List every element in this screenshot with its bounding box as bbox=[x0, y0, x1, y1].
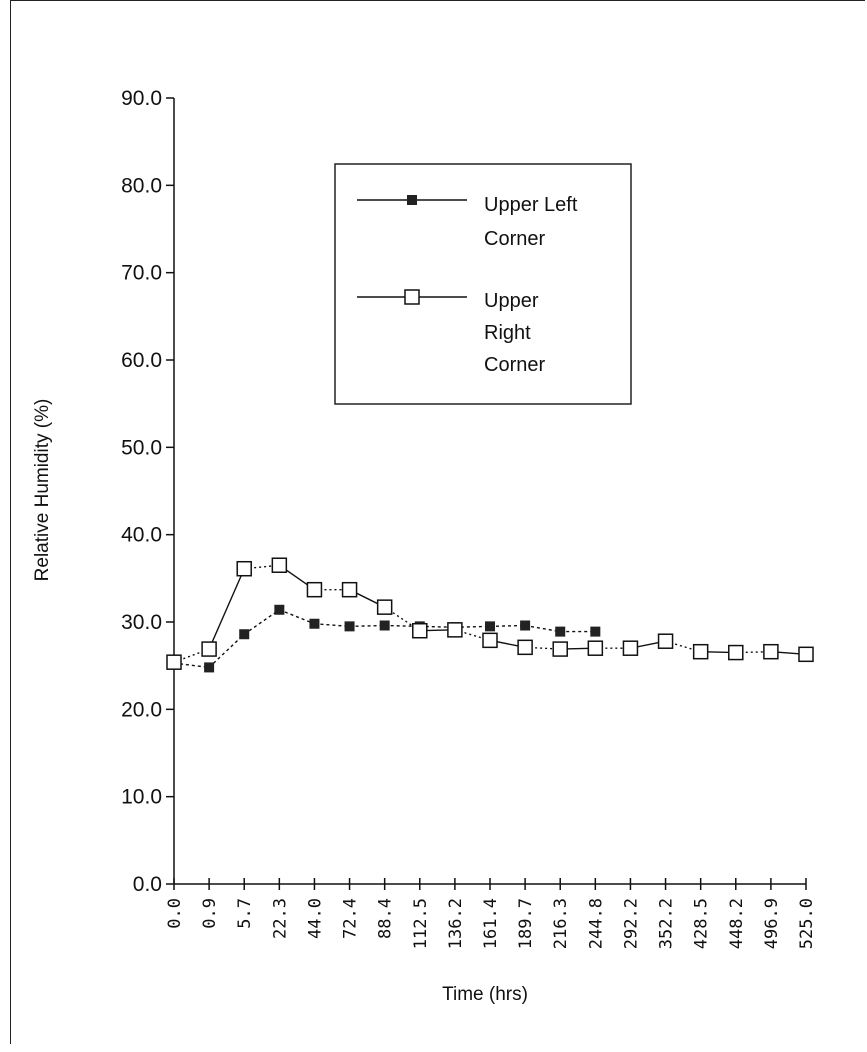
data-point bbox=[552, 641, 568, 657]
data-point bbox=[485, 621, 495, 632]
series-layer bbox=[166, 557, 814, 673]
data-point bbox=[798, 646, 814, 663]
x-tick-label: 496.9 bbox=[762, 898, 782, 949]
x-tick-label: 22.3 bbox=[270, 898, 290, 939]
legend: Upper Left Corner Upper Right Corner bbox=[334, 163, 632, 405]
x-tick-label: 244.8 bbox=[586, 898, 606, 949]
data-point bbox=[166, 654, 182, 670]
x-tick-label: 5.7 bbox=[235, 898, 255, 929]
legend-label-upper-left-line2: Corner bbox=[484, 228, 545, 250]
data-point bbox=[344, 621, 355, 632]
x-tick-label: 428.5 bbox=[692, 898, 712, 949]
series-segment bbox=[208, 633, 245, 668]
series-upper-right bbox=[166, 557, 814, 670]
data-point bbox=[657, 633, 674, 649]
y-axis-title: Relative Humidity (%) bbox=[32, 399, 53, 582]
data-point bbox=[517, 639, 533, 656]
y-tick-label: 60.0 bbox=[121, 349, 162, 372]
y-tick-label: 90.0 bbox=[121, 87, 162, 110]
data-point bbox=[341, 581, 358, 598]
data-point bbox=[590, 626, 601, 637]
x-tick-label: 448.2 bbox=[727, 898, 747, 949]
x-tick-label: 112.5 bbox=[411, 898, 431, 949]
data-point bbox=[271, 557, 288, 573]
x-tick-label: 88.4 bbox=[376, 898, 396, 939]
x-tick-label: 44.0 bbox=[305, 898, 325, 939]
series-segment bbox=[243, 609, 280, 635]
x-axis: 0.0 0.9 5.7 22.3 44.0 72.4 88.4 112.5 136.2 161.4… bbox=[165, 878, 817, 949]
y-tick-label: 80.0 bbox=[121, 174, 162, 197]
data-point bbox=[379, 620, 390, 631]
series-segment bbox=[208, 568, 245, 650]
legend-marker-upper-left bbox=[407, 195, 417, 205]
series-segment bbox=[314, 623, 350, 628]
y-tick-label: 30.0 bbox=[121, 611, 162, 634]
series-segment bbox=[349, 624, 385, 628]
legend-label-upper-right-line1: Upper bbox=[484, 290, 539, 312]
data-point bbox=[204, 662, 215, 673]
y-tick-label: 40.0 bbox=[121, 524, 162, 547]
data-point bbox=[555, 626, 566, 637]
legend-label-upper-right-line3: Corner bbox=[484, 354, 545, 376]
x-tick-label: 352.2 bbox=[657, 898, 677, 949]
legend-label-upper-right-line2: Right bbox=[484, 322, 531, 344]
x-tick-label: 525.0 bbox=[797, 898, 817, 949]
data-point bbox=[309, 618, 320, 629]
figure-frame bbox=[10, 0, 865, 1044]
x-tick-label: 189.7 bbox=[516, 898, 536, 949]
data-point bbox=[412, 622, 428, 639]
y-tick-label: 70.0 bbox=[121, 262, 162, 285]
x-tick-label: 136.2 bbox=[446, 898, 466, 949]
x-tick-label: 292.2 bbox=[621, 898, 641, 949]
y-tick-label: 20.0 bbox=[121, 698, 162, 721]
series-segment bbox=[279, 609, 315, 625]
series-segment bbox=[524, 624, 561, 633]
x-tick-label: 0.0 bbox=[165, 898, 185, 929]
legend-label-upper-left-line1: Upper Left bbox=[484, 194, 578, 216]
x-tick-label: 161.4 bbox=[481, 898, 501, 949]
y-tick-label: 50.0 bbox=[121, 436, 162, 459]
data-point bbox=[728, 644, 744, 661]
data-point bbox=[482, 632, 498, 649]
data-point bbox=[763, 643, 779, 660]
data-point bbox=[274, 604, 285, 615]
data-point bbox=[520, 620, 531, 631]
series-segment bbox=[489, 624, 526, 628]
y-tick-label: 0.0 bbox=[133, 873, 162, 896]
x-tick-label: 216.3 bbox=[551, 898, 571, 949]
series-upper-left bbox=[169, 604, 601, 673]
y-axis: 0.0 10.0 20.0 30.0 40.0 50.0 60.0 70.0 80.0 90.0 bbox=[121, 87, 175, 896]
data-point bbox=[236, 560, 252, 577]
data-point bbox=[692, 643, 709, 660]
data-point bbox=[201, 641, 217, 657]
x-tick-label: 72.4 bbox=[341, 898, 361, 939]
data-point bbox=[447, 622, 463, 638]
y-tick-label: 10.0 bbox=[121, 786, 162, 809]
legend-box bbox=[334, 163, 632, 405]
data-point bbox=[239, 629, 250, 640]
data-point bbox=[622, 640, 639, 656]
legend-marker-upper-right bbox=[404, 289, 420, 305]
x-axis-title: Time (hrs) bbox=[442, 984, 528, 1005]
data-point bbox=[376, 599, 393, 615]
x-tick-label: 0.9 bbox=[200, 898, 220, 929]
data-point bbox=[306, 581, 323, 598]
data-point bbox=[587, 640, 604, 656]
